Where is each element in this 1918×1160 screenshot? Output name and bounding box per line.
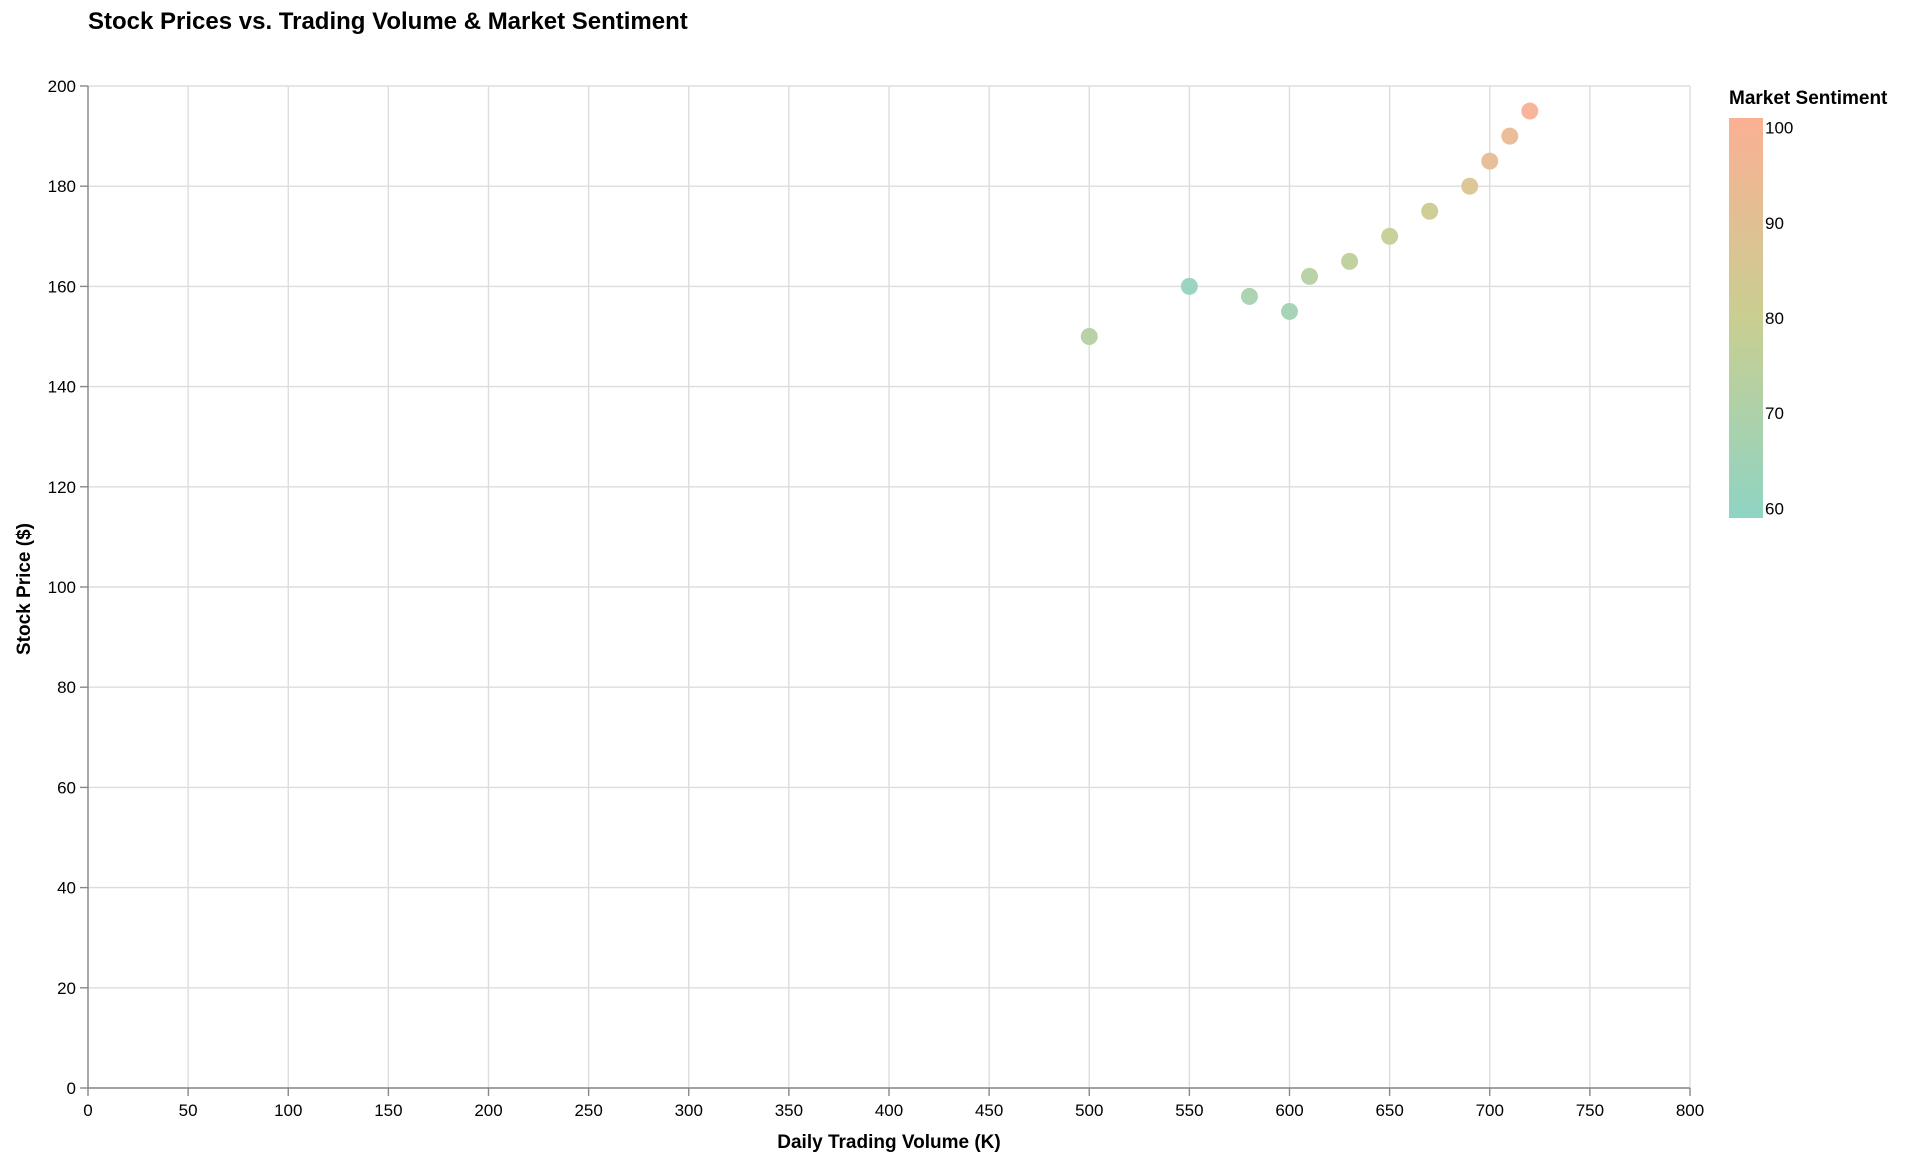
- scatter-point[interactable]: [1180, 277, 1198, 295]
- y-tick-label: 200: [48, 77, 76, 96]
- y-tick-label: 120: [48, 478, 76, 497]
- legend-tick-label: 60: [1765, 499, 1784, 518]
- x-tick-label: 150: [374, 1101, 402, 1120]
- chart-title: Stock Prices vs. Trading Volume & Market…: [88, 8, 688, 35]
- scatter-point[interactable]: [1301, 267, 1319, 285]
- y-tick-label: 180: [48, 177, 76, 196]
- scatter-point[interactable]: [1341, 252, 1359, 270]
- x-tick-label: 700: [1476, 1101, 1504, 1120]
- x-tick-label: 450: [975, 1101, 1003, 1120]
- y-tick-label: 140: [48, 378, 76, 397]
- scatter-point[interactable]: [1381, 227, 1399, 245]
- color-legend: Market Sentiment 60 70 80 90 100: [1729, 88, 1888, 518]
- scatter-point[interactable]: [1240, 287, 1258, 305]
- y-tick-label: 40: [57, 879, 76, 898]
- x-tick-label: 500: [1075, 1101, 1103, 1120]
- x-tick-label: 300: [675, 1101, 703, 1120]
- x-tick-label: 250: [574, 1101, 602, 1120]
- legend-tick-label: 100: [1765, 119, 1793, 138]
- x-tick-label: 800: [1676, 1101, 1704, 1120]
- x-tick-label: 200: [474, 1101, 502, 1120]
- x-tick-label: 550: [1175, 1101, 1203, 1120]
- gridlines: [87, 85, 1691, 1089]
- legend-title: Market Sentiment: [1729, 88, 1888, 109]
- x-tick-label: 650: [1375, 1101, 1403, 1120]
- legend-gradient-bar: [1729, 118, 1763, 518]
- x-tick-label: 400: [875, 1101, 903, 1120]
- y-tick-label: 0: [67, 1079, 76, 1098]
- x-tick-label: 50: [179, 1101, 198, 1120]
- x-tick-label: 350: [775, 1101, 803, 1120]
- scatter-point[interactable]: [1481, 152, 1499, 170]
- y-tick-label: 60: [57, 778, 76, 797]
- x-tick-label: 0: [83, 1101, 92, 1120]
- x-tick-label: 600: [1275, 1101, 1303, 1120]
- x-tick-label: 750: [1576, 1101, 1604, 1120]
- legend-tick-label: 80: [1765, 309, 1784, 328]
- scatter-point[interactable]: [1521, 102, 1539, 120]
- scatter-point[interactable]: [1080, 328, 1098, 345]
- axes: 0 50 100 150 200 250 300 350 400 450 500 550 600 650 7…: [48, 77, 1705, 1120]
- y-tick-label: 160: [48, 277, 76, 296]
- legend-ticks: 60 70 80 90 100: [1763, 119, 1793, 518]
- y-tick-label: 20: [57, 979, 76, 998]
- x-tick-label: 100: [274, 1101, 302, 1120]
- legend-tick-label: 90: [1765, 214, 1784, 233]
- y-tick-label: 100: [48, 578, 76, 597]
- y-tick-label: 80: [57, 678, 76, 697]
- x-axis-title: Daily Trading Volume (K): [777, 1132, 1000, 1153]
- data-points: [1080, 102, 1539, 345]
- scatter-point[interactable]: [1281, 302, 1298, 320]
- scatter-point[interactable]: [1501, 127, 1519, 145]
- legend-tick-label: 70: [1765, 404, 1784, 423]
- y-axis-title: Stock Price ($): [14, 523, 35, 655]
- scatter-point[interactable]: [1461, 177, 1479, 195]
- scatter-point[interactable]: [1421, 202, 1439, 220]
